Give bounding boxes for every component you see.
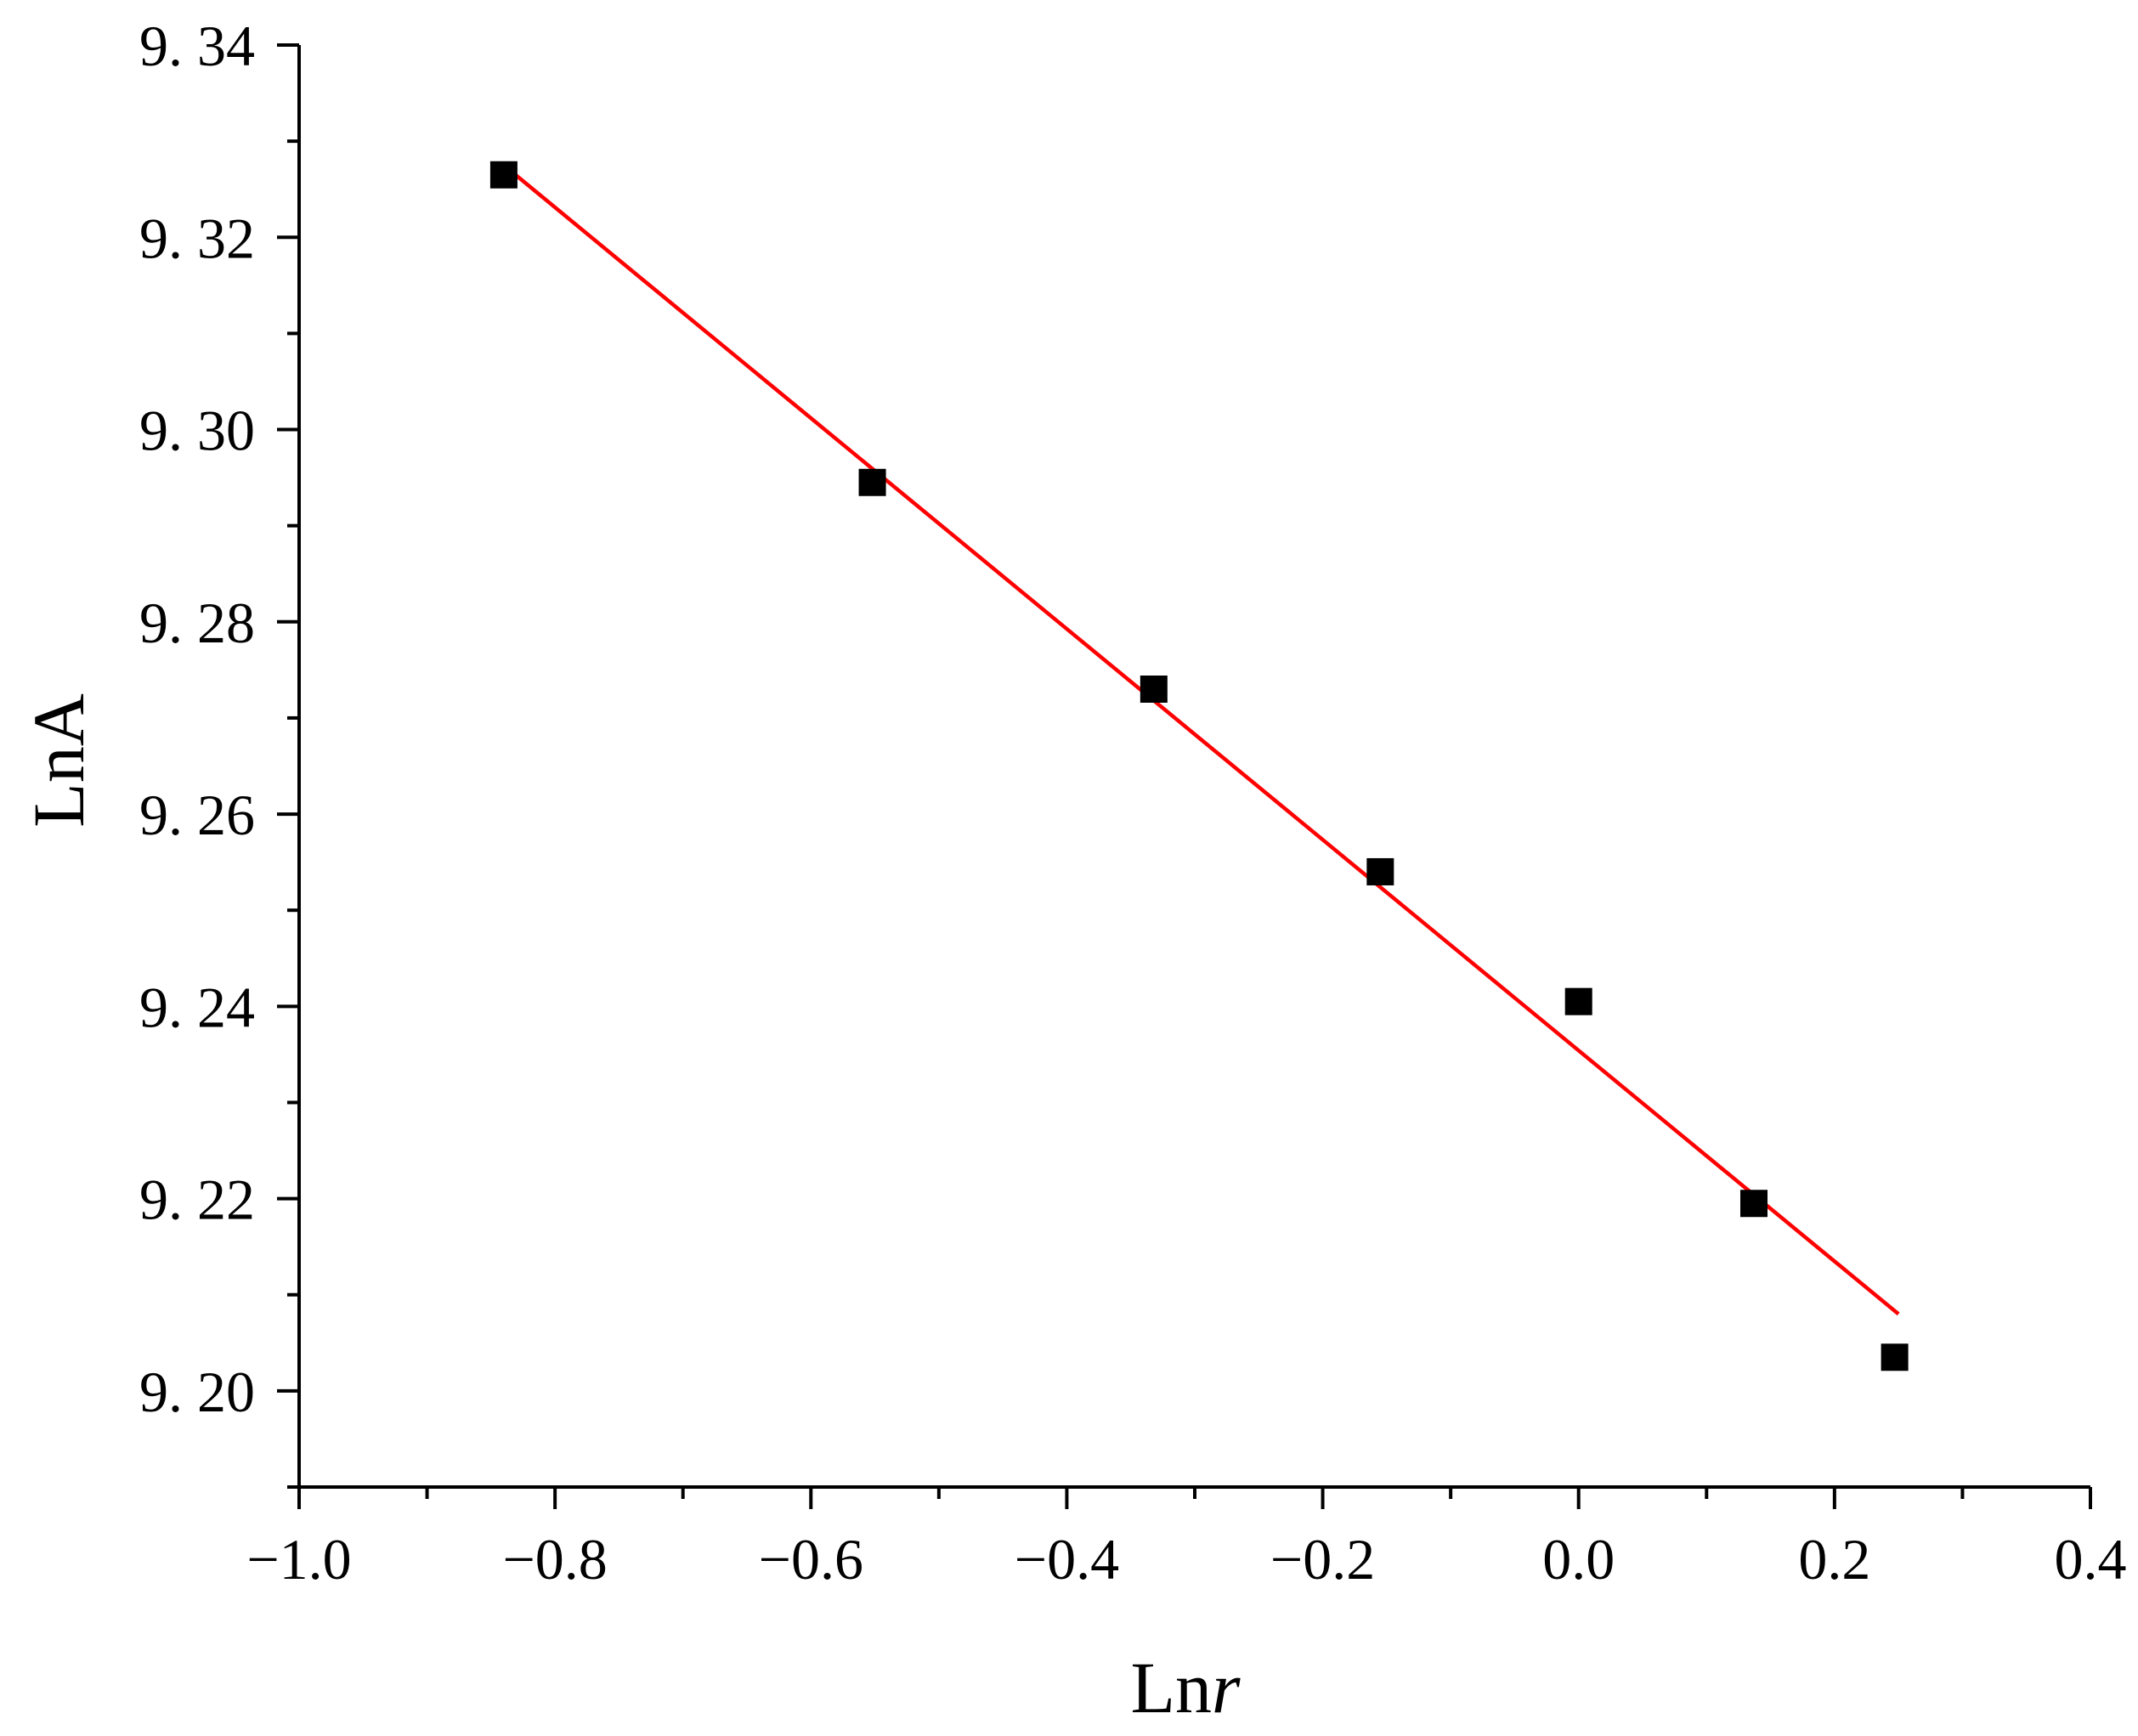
x-major-ticks [297,1487,2092,1509]
x-tick-label: −1.0 [246,1527,351,1592]
y-tick-label: 9. 26 [139,783,255,847]
y-tick-label: 9. 32 [139,206,255,270]
y-tick-label: 9. 24 [139,975,255,1039]
x-tick-label: −0.4 [1015,1527,1119,1592]
x-tick-label: 0.4 [2055,1527,2127,1592]
x-tick-label: 0.0 [1542,1527,1615,1592]
x-tick-label: 0.2 [1798,1527,1870,1592]
fit-line [502,163,1900,1316]
data-points [489,161,1909,1371]
y-tick-label: 9. 34 [139,14,255,78]
x-tick-labels: −1.0 −0.8 −0.6 −0.4 −0.2 0.0 0.2 0.4 [246,1527,2126,1592]
y-tick-labels: 9. 20 9. 22 9. 24 9. 26 9. 28 9. 30 9. 32 9. 34 [139,14,255,1424]
fit-line-group [502,163,1900,1316]
y-tick-label: 9. 30 [139,399,255,463]
data-point [1881,1343,1909,1371]
y-minor-ticks [287,139,299,1489]
data-point [1140,675,1168,703]
data-point [489,161,518,189]
plot-axes [297,45,2090,1489]
x-axis-title: Lnr [1130,1647,1241,1728]
x-minor-ticks [425,1487,1965,1499]
y-tick-label: 9. 22 [139,1168,255,1232]
x-tick-label: −0.8 [502,1527,607,1592]
y-tick-label: 9. 28 [139,591,255,655]
data-point [1739,1190,1768,1218]
y-tick-label: 9. 20 [139,1360,255,1424]
x-tick-label: −0.2 [1270,1527,1375,1592]
y-axis-title: LnA [18,693,99,828]
x-tick-label: −0.6 [759,1527,863,1592]
y-major-ticks [277,43,299,1393]
data-point [1366,857,1394,885]
data-point [858,468,886,496]
data-point [1564,987,1592,1015]
